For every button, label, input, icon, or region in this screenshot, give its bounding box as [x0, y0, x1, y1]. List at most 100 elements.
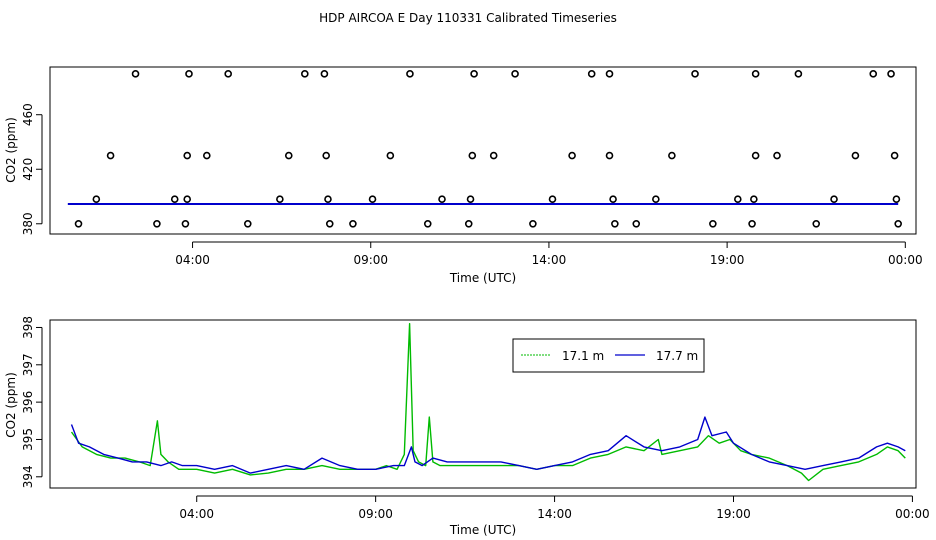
legend: 17.1 m 17.7 m	[512, 338, 705, 373]
chart-title: HDP AIRCOA E Day 110331 Calibrated Times…	[319, 11, 617, 25]
bottom-x-tick-label: 09:00	[358, 507, 393, 521]
data-point-marker	[548, 195, 557, 204]
data-point-marker	[423, 219, 432, 228]
data-point-marker	[183, 195, 192, 204]
legend-label-17-7: 17.7 m	[656, 349, 698, 363]
data-point-marker	[812, 219, 821, 228]
legend-box	[512, 338, 705, 373]
data-point-marker	[691, 70, 699, 78]
data-point-marker	[276, 195, 284, 204]
data-point-marker	[325, 219, 334, 228]
data-point-marker	[734, 195, 742, 204]
top-markers	[74, 70, 902, 228]
bottom-y-tick-label: 394	[21, 465, 35, 488]
top-y-tick-label: 460	[21, 103, 35, 126]
data-point-marker	[324, 195, 332, 204]
data-point-marker	[794, 70, 803, 78]
data-point-marker	[131, 70, 140, 78]
data-point-marker	[181, 219, 190, 228]
bottom-x-axis-title: Time (UTC)	[449, 523, 516, 537]
top-x-axis-title: Time (UTC)	[449, 271, 516, 285]
bottom-x-tick-label: 14:00	[537, 507, 572, 521]
data-point-marker	[386, 151, 395, 160]
data-point-marker	[284, 151, 293, 160]
bottom-panel: 04:00 09:00 14:00 19:00 00:00 39439539639739…	[4, 316, 930, 537]
data-point-marker	[489, 151, 498, 160]
data-point-marker	[170, 195, 179, 204]
data-point-marker	[406, 70, 414, 78]
data-point-marker	[243, 219, 252, 228]
top-y-tick-label: 420	[21, 158, 35, 181]
top-plot-frame	[49, 66, 917, 235]
data-point-marker	[185, 70, 193, 78]
data-point-marker	[153, 219, 161, 228]
data-point-marker	[611, 219, 619, 228]
bottom-y-tick-label: 398	[21, 316, 35, 339]
data-point-marker	[851, 151, 860, 160]
data-point-marker	[511, 70, 519, 78]
data-point-marker	[301, 70, 309, 78]
bottom-y-axis-title: CO2 (ppm)	[4, 372, 18, 438]
data-point-marker	[830, 195, 838, 204]
data-point-marker	[368, 195, 377, 204]
bottom-y-axis: 394 395 396 397 398	[21, 316, 43, 488]
top-x-tick-label: 00:00	[888, 253, 923, 267]
data-point-marker	[632, 219, 641, 228]
data-point-marker	[92, 195, 101, 204]
top-x-tick-label: 19:00	[710, 253, 745, 267]
data-point-marker	[652, 195, 660, 204]
bottom-y-tick-label: 395	[21, 428, 35, 451]
data-point-marker	[224, 70, 232, 78]
bottom-y-tick-label: 397	[21, 353, 35, 376]
data-point-marker	[470, 70, 478, 78]
top-y-tick-label: 380	[21, 212, 35, 235]
data-point-marker	[568, 151, 576, 160]
data-point-marker	[464, 219, 473, 228]
data-point-marker	[748, 219, 756, 228]
data-point-marker	[349, 219, 357, 228]
data-point-marker	[869, 70, 878, 78]
data-point-marker	[751, 151, 760, 160]
top-y-axis: 380 420 460	[21, 103, 43, 235]
data-point-marker	[605, 70, 614, 78]
data-point-marker	[468, 151, 477, 160]
top-x-tick-label: 09:00	[353, 253, 388, 267]
series-line-17-1-m	[70, 323, 906, 482]
data-point-marker	[106, 151, 115, 160]
data-point-marker	[609, 195, 617, 204]
data-point-marker	[529, 219, 537, 228]
data-point-marker	[322, 151, 330, 160]
data-point-marker	[709, 219, 717, 228]
bottom-x-tick-label: 19:00	[716, 507, 751, 521]
data-point-marker	[894, 219, 902, 228]
data-point-marker	[605, 151, 614, 160]
top-x-tick-label: 14:00	[532, 253, 567, 267]
data-point-marker	[773, 151, 781, 160]
data-point-marker	[751, 70, 760, 78]
data-point-marker	[890, 151, 899, 160]
bottom-y-tick-label: 396	[21, 391, 35, 414]
top-y-axis-title: CO2 (ppm)	[4, 117, 18, 183]
top-x-axis: 04:00 09:00 14:00 19:00 00:00	[175, 241, 923, 267]
bottom-series-lines	[70, 323, 906, 482]
legend-label-17-1: 17.1 m	[562, 349, 604, 363]
data-point-marker	[750, 195, 758, 204]
bottom-x-tick-label: 00:00	[895, 507, 930, 521]
data-point-marker	[74, 219, 83, 228]
data-point-marker	[438, 195, 446, 204]
data-point-marker	[183, 151, 192, 160]
bottom-x-tick-label: 04:00	[179, 507, 214, 521]
top-x-tick-label: 04:00	[175, 253, 210, 267]
data-point-marker	[668, 151, 676, 160]
data-point-marker	[320, 70, 329, 78]
series-line-17-7-m	[70, 416, 906, 474]
data-point-marker	[466, 195, 475, 204]
data-point-marker	[203, 151, 211, 160]
data-point-marker	[887, 70, 895, 78]
data-point-marker	[892, 195, 901, 204]
top-panel: 04:00 09:00 14:00 19:00 00:00 380 420 460 Time…	[4, 66, 923, 285]
bottom-x-axis: 04:00 09:00 14:00 19:00 00:00	[179, 495, 930, 521]
bottom-plot-frame	[49, 319, 917, 489]
data-point-marker	[587, 70, 596, 78]
